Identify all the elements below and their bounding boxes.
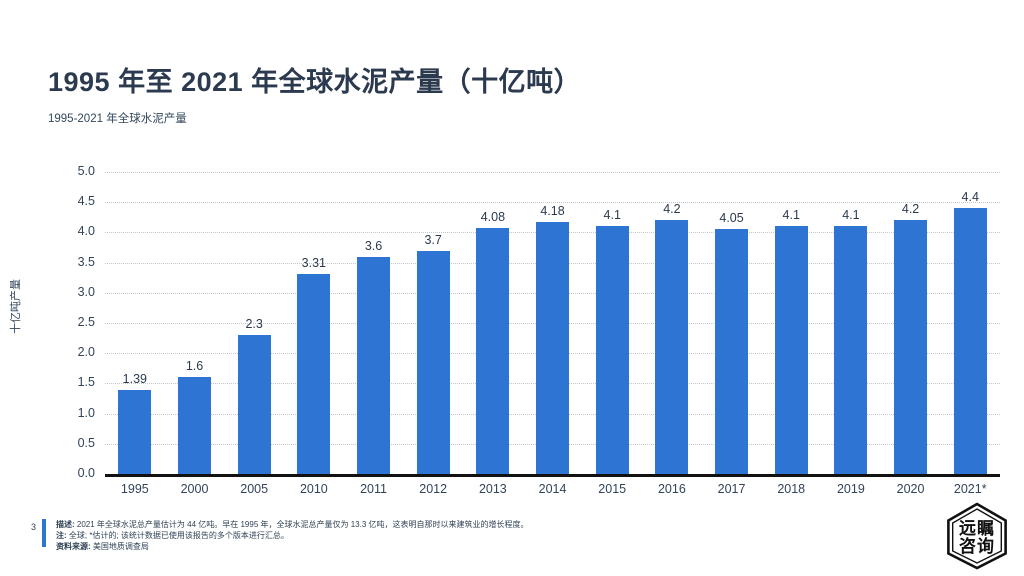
bar-value-label: 4.4 xyxy=(961,190,979,205)
page-title: 1995 年至 2021 年全球水泥产量（十亿吨） xyxy=(48,67,582,97)
hexagon-logo-icon: 远瞩 咨询 xyxy=(947,502,1007,570)
bar-value-label: 4.18 xyxy=(540,203,565,218)
bar-slot: 4.1 xyxy=(821,172,881,474)
bar-slot: 2.3 xyxy=(224,172,284,474)
bar xyxy=(297,274,331,474)
bar-value-label: 4.08 xyxy=(480,209,506,224)
footnote-description-label: 描述: xyxy=(56,520,75,529)
x-tick-label: 2010 xyxy=(299,482,328,496)
x-axis-tick-labels: 1995 2000 2005 2010 2011 2012 2013 2014 2015 2016… xyxy=(105,482,1000,496)
bar-value-label: 4.1 xyxy=(782,208,800,223)
x-tick-label: 2016 xyxy=(657,482,686,496)
bar-series: 1.39 1.6 2.3 3.31 3.6 3.7 4.08 4.18 4.1 4.2 4.05 4.… xyxy=(105,172,1000,474)
page-subtitle: 1995-2021 年全球水泥产量 xyxy=(48,113,187,125)
bar-value-label: 4.1 xyxy=(842,208,860,223)
bar-slot: 3.31 xyxy=(284,172,344,474)
page-number: 3 xyxy=(31,522,37,532)
bar-value-label: 1.39 xyxy=(122,372,147,387)
bar xyxy=(655,220,689,474)
bar-slot: 3.7 xyxy=(403,172,463,474)
bar-value-label: 4.2 xyxy=(901,202,920,217)
x-tick-label: 2014 xyxy=(538,482,567,496)
footnote-source-label: 资料来源: xyxy=(56,541,91,551)
gridline xyxy=(105,172,1000,173)
y-tick-label: 3.5 xyxy=(77,254,95,269)
y-tick-label: 0.5 xyxy=(77,435,95,450)
bar xyxy=(178,377,211,474)
bar xyxy=(953,208,987,474)
bar xyxy=(357,256,391,474)
bar xyxy=(715,229,749,474)
bar-value-label: 2.3 xyxy=(245,317,263,332)
bar-slot: 1.39 xyxy=(105,172,165,474)
x-tick-label: 2021* xyxy=(953,482,987,496)
x-tick-label: 2019 xyxy=(836,482,865,496)
footnote-note-text: 全球; *估计的; 该统计数据已使用该报告的多个版本进行汇总。 xyxy=(66,530,289,540)
bar-value-label: 4.1 xyxy=(603,208,621,223)
bar-value-label: 1.6 xyxy=(185,359,204,374)
x-tick-label: 2000 xyxy=(180,482,209,496)
bar xyxy=(834,226,868,474)
bar-chart-plot-area: 1.39 1.6 2.3 3.31 3.6 3.7 4.08 4.18 4.1 4.2 4.05 4.… xyxy=(105,172,1000,477)
footnote-description-text: 2021 年全球水泥总产量估计为 44 亿吨。早在 1995 年，全球水泥总产量… xyxy=(74,520,529,529)
y-tick-label: 1.0 xyxy=(77,405,95,420)
bar-slot: 4.1 xyxy=(761,172,821,474)
bar-value-label: 3.31 xyxy=(301,256,327,271)
bar-value-label: 4.2 xyxy=(663,202,681,217)
bar xyxy=(416,250,450,474)
bar-value-label: 4.05 xyxy=(719,211,744,226)
bar xyxy=(118,390,152,474)
x-tick-label: 1995 xyxy=(120,482,149,496)
y-tick-label: 4.0 xyxy=(77,224,95,239)
logo-text-line1: 远瞩 xyxy=(959,519,995,538)
bar-slot: 4.4 xyxy=(940,172,1000,474)
footnote-source: 资料来源: 美国地质调查局 xyxy=(56,542,616,553)
x-tick-label: 2011 xyxy=(360,482,387,496)
y-tick-label: 4.5 xyxy=(77,194,95,209)
x-tick-label: 2015 xyxy=(598,482,627,496)
bar-slot: 4.05 xyxy=(702,172,762,474)
footnote-note-label: 注: xyxy=(56,530,67,540)
footnote-accent-bar xyxy=(42,519,46,547)
bar xyxy=(237,335,271,474)
logo-text-line2: 咨询 xyxy=(959,536,995,556)
bar xyxy=(595,226,629,474)
bar-slot: 4.08 xyxy=(463,172,523,474)
bar-slot: 3.6 xyxy=(344,172,404,474)
y-tick-label: 1.5 xyxy=(77,375,95,390)
x-tick-label: 2005 xyxy=(240,482,269,496)
bar-slot: 4.2 xyxy=(642,172,702,474)
bar-value-label: 3.7 xyxy=(424,232,442,247)
footnote-description: 描述: 2021 年全球水泥总产量估计为 44 亿吨。早在 1995 年，全球水… xyxy=(56,520,616,531)
y-tick-label: 5.0 xyxy=(77,164,95,178)
bar-value-label: 3.6 xyxy=(364,238,383,253)
bar-slot: 4.2 xyxy=(881,172,941,474)
footnote-source-text: 美国地质调查局 xyxy=(90,541,149,551)
x-tick-label: 2020 xyxy=(896,482,925,496)
x-tick-label: 2017 xyxy=(717,482,746,496)
y-tick-label: 2.0 xyxy=(77,345,95,360)
footnotes: 描述: 2021 年全球水泥总产量估计为 44 亿吨。早在 1995 年，全球水… xyxy=(56,520,616,552)
x-tick-label: 2012 xyxy=(419,482,448,496)
y-tick-label: 2.5 xyxy=(77,315,95,329)
bar xyxy=(476,227,510,474)
gridline xyxy=(105,202,1000,204)
company-logo: 远瞩 咨询 xyxy=(944,502,1010,575)
bar-slot: 4.1 xyxy=(582,172,642,474)
x-tick-label: 2018 xyxy=(777,482,806,496)
bar xyxy=(536,221,570,474)
y-tick-label: 0.0 xyxy=(77,466,95,480)
bar-slot: 4.18 xyxy=(523,172,583,474)
bar-slot: 1.6 xyxy=(165,172,225,474)
y-tick-label: 3.0 xyxy=(77,284,95,299)
x-tick-label: 2013 xyxy=(478,482,507,496)
bar xyxy=(894,220,928,474)
footnote-note: 注: 全球; *估计的; 该统计数据已使用该报告的多个版本进行汇总。 xyxy=(56,531,616,542)
bar xyxy=(774,226,808,474)
